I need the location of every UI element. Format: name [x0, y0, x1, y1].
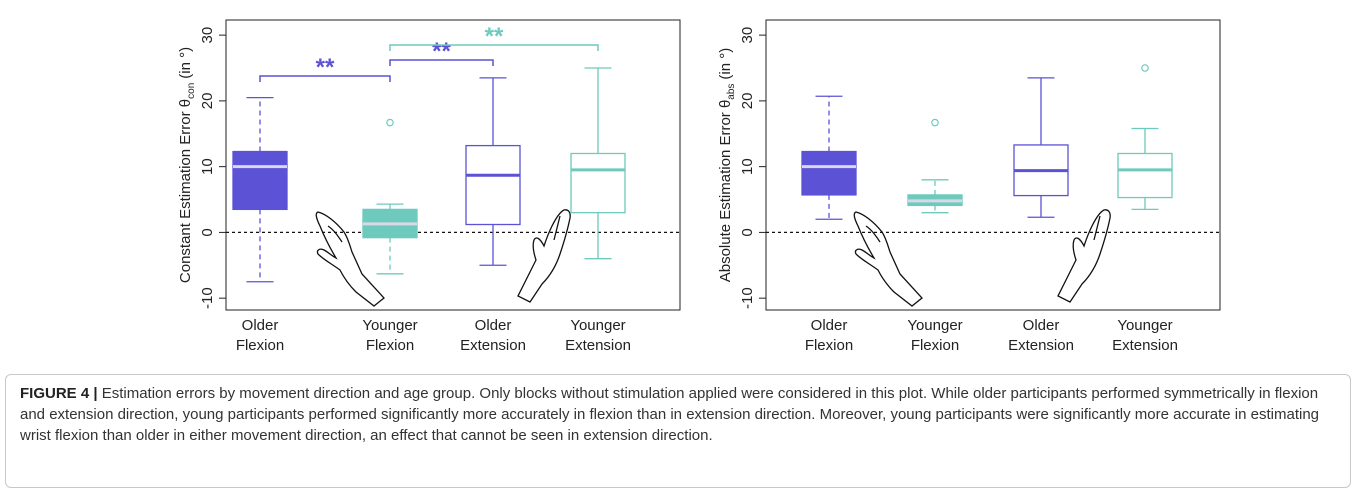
outlier — [1141, 64, 1149, 72]
x-tick-label: Flexion — [236, 337, 284, 354]
x-tick-label: Younger — [1117, 317, 1172, 334]
y-tick-label: 30 — [739, 27, 756, 44]
x-tick-label: Flexion — [911, 337, 959, 354]
y-tick-label: 20 — [199, 93, 216, 110]
significance-label: ** — [432, 38, 451, 65]
plot-frame — [225, 19, 681, 311]
y-tick-label: 20 — [739, 93, 756, 110]
significance-bracket — [389, 44, 599, 51]
box — [801, 150, 857, 196]
box — [1117, 152, 1173, 199]
y-tick-label: -10 — [739, 287, 756, 309]
y-tick-label: -10 — [199, 287, 216, 309]
x-tick-label: Extension — [1112, 337, 1178, 354]
y-axis-label: Absolute Estimation Error θabs (in °) — [717, 48, 737, 283]
x-tick-label: Younger — [362, 317, 417, 334]
outlier — [931, 118, 939, 127]
plot-frame — [765, 19, 1221, 311]
y-tick-label: 10 — [739, 158, 756, 175]
hand-icon — [1057, 209, 1111, 303]
x-tick-label: Extension — [460, 337, 526, 354]
y-tick-label: 10 — [199, 158, 216, 175]
x-tick-label: Younger — [907, 317, 962, 334]
y-label-main: Absolute Estimation Error θ — [717, 100, 734, 283]
box — [570, 152, 626, 214]
box — [465, 144, 521, 226]
caption-label: FIGURE 4 | — [20, 385, 98, 402]
x-tick-label: Extension — [565, 337, 631, 354]
x-tick-label: Older — [242, 317, 279, 334]
y-tick-label: 0 — [739, 228, 756, 236]
caption-text: Estimation errors by movement direction … — [20, 385, 1320, 444]
y-label-unit: (in °) — [717, 48, 734, 80]
hand-icon — [853, 211, 923, 307]
y-axis-label: Constant Estimation Error θcon (in °) — [177, 47, 197, 283]
significance-label: ** — [485, 23, 504, 50]
y-tick-label: 30 — [199, 27, 216, 44]
hand-icon — [517, 209, 571, 303]
significance-label: ** — [316, 54, 335, 81]
x-tick-label: Older — [1023, 317, 1060, 334]
x-tick-label: Older — [475, 317, 512, 334]
x-tick-label: Flexion — [805, 337, 853, 354]
significance-bracket — [259, 75, 391, 82]
x-tick-label: Older — [811, 317, 848, 334]
x-tick-label: Flexion — [366, 337, 414, 354]
caption: FIGURE 4 | Estimation errors by movement… — [5, 374, 1351, 488]
significance-bracket — [389, 59, 494, 66]
box — [232, 150, 288, 211]
x-tick-label: Extension — [1008, 337, 1074, 354]
y-tick-label: 0 — [199, 228, 216, 236]
outlier — [386, 118, 394, 127]
y-label-sub: abs — [726, 84, 737, 100]
y-label-unit: (in °) — [177, 47, 194, 79]
y-label-sub: con — [186, 83, 197, 99]
y-label-main: Constant Estimation Error θ — [177, 99, 194, 283]
x-tick-label: Younger — [570, 317, 625, 334]
